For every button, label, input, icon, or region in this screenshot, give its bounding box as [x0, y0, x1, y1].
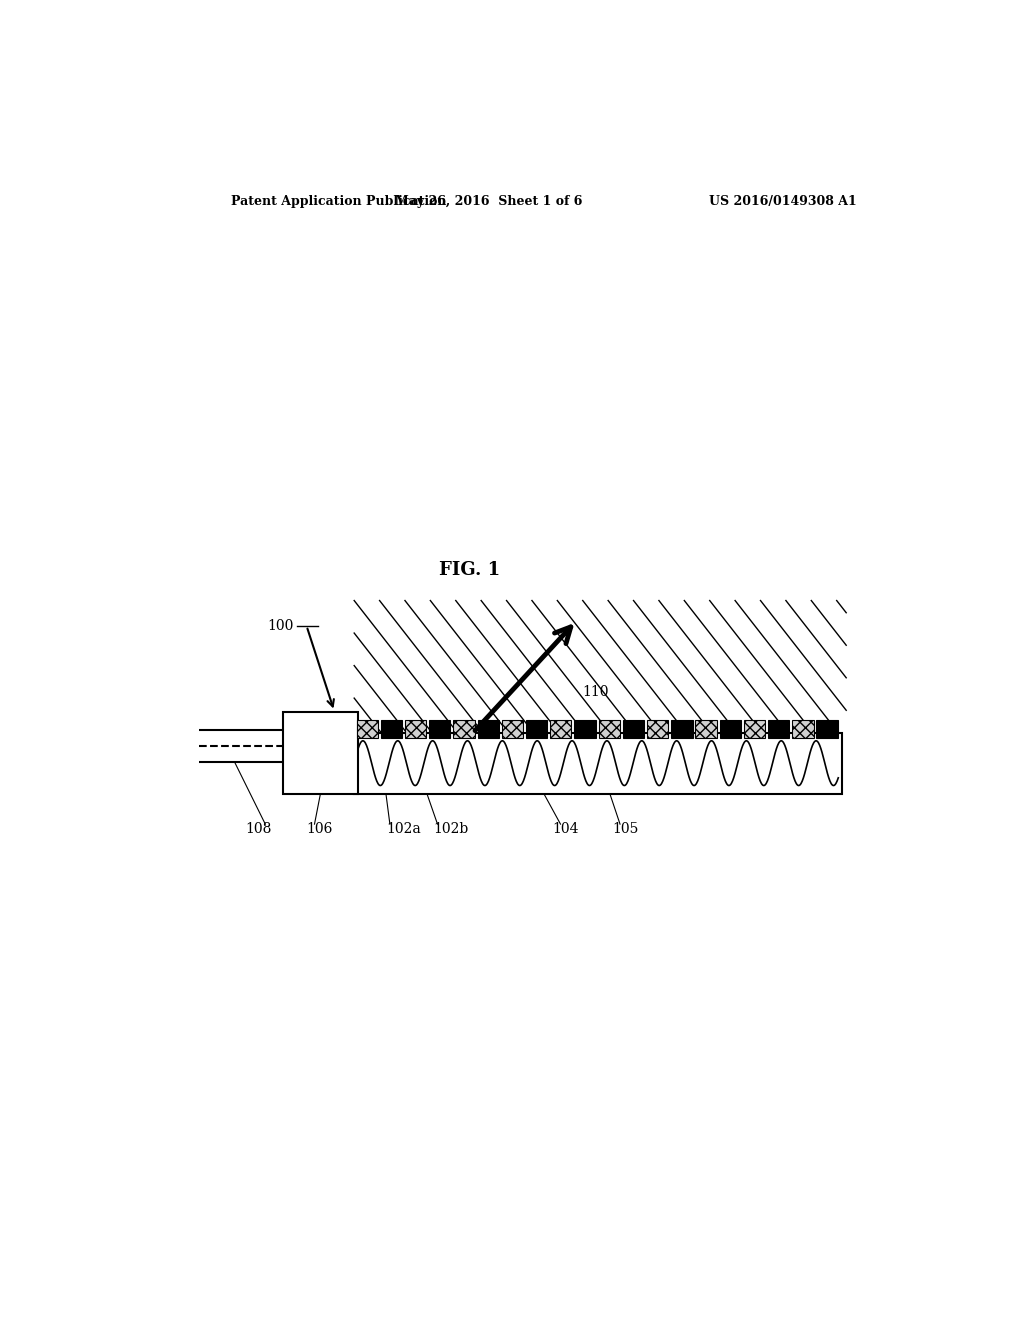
Bar [671, 719, 692, 738]
Bar [283, 713, 358, 793]
Bar [404, 719, 426, 738]
Bar [526, 719, 547, 738]
Bar [623, 719, 644, 738]
Text: 102b: 102b [433, 822, 469, 837]
Text: 100: 100 [267, 619, 293, 634]
Bar [429, 719, 451, 738]
Bar [354, 733, 842, 793]
Text: May 26, 2016  Sheet 1 of 6: May 26, 2016 Sheet 1 of 6 [395, 194, 583, 207]
Text: 104: 104 [553, 822, 580, 837]
Bar [647, 719, 669, 738]
Text: FIG. 1: FIG. 1 [438, 561, 500, 579]
Bar [720, 719, 741, 738]
Text: Patent Application Publication: Patent Application Publication [231, 194, 446, 207]
Bar [768, 719, 790, 738]
Text: 108: 108 [246, 822, 271, 837]
Bar [599, 719, 620, 738]
Bar [574, 719, 596, 738]
Bar [477, 719, 499, 738]
Bar [695, 719, 717, 738]
Text: 105: 105 [612, 822, 639, 837]
Bar [743, 719, 765, 738]
Bar [356, 719, 378, 738]
Bar [793, 719, 813, 738]
Bar [502, 719, 523, 738]
Bar [550, 719, 571, 738]
Text: US 2016/0149308 A1: US 2016/0149308 A1 [709, 194, 857, 207]
Text: 110: 110 [582, 685, 608, 700]
Bar [816, 719, 838, 738]
Bar [454, 719, 475, 738]
Text: 102a: 102a [386, 822, 421, 837]
Bar [381, 719, 402, 738]
Text: 106: 106 [306, 822, 333, 837]
